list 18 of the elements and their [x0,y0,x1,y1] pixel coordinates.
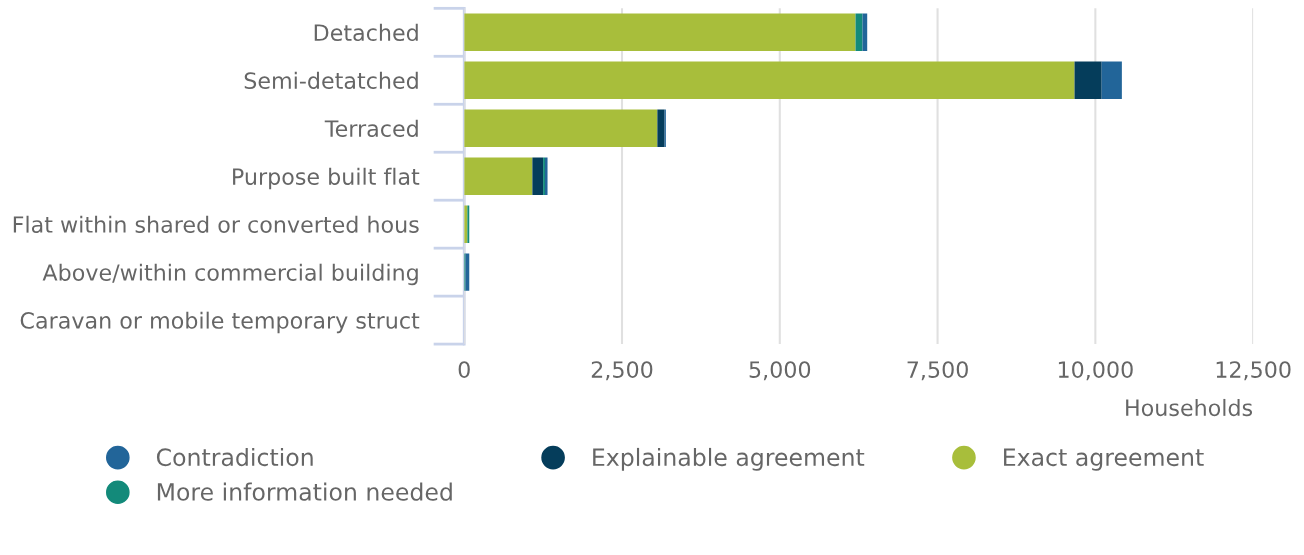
x-tick-label: 7,500 [907,361,968,381]
y-tick-label: Terraced [324,119,418,137]
x-tick-label: 10,000 [1058,361,1133,381]
x-axis-title: Households [1126,398,1253,417]
x-tick-label: 12,500 [1216,361,1291,381]
y-tick-label: Detached [314,23,418,42]
legend-label: Exact agreement [1004,448,1204,471]
y-tick-label: Flat within shared or converted hous [13,215,419,233]
y-tick-label: Caravan or mobile temporary struct [20,311,420,334]
x-tick-label: 5,000 [749,361,811,381]
x-tick-label: 0 [458,361,470,378]
legend-label: More information needed [157,482,452,501]
legend-label: Contradiction [156,447,313,467]
y-tick-label: Above/within commercial building [42,263,418,286]
y-tick-label: Purpose built flat [233,167,420,190]
x-tick-label: 2,500 [591,361,653,381]
y-tick-label: Semi-detatched [244,71,418,90]
legend-label: Explainable agreement [593,447,865,471]
